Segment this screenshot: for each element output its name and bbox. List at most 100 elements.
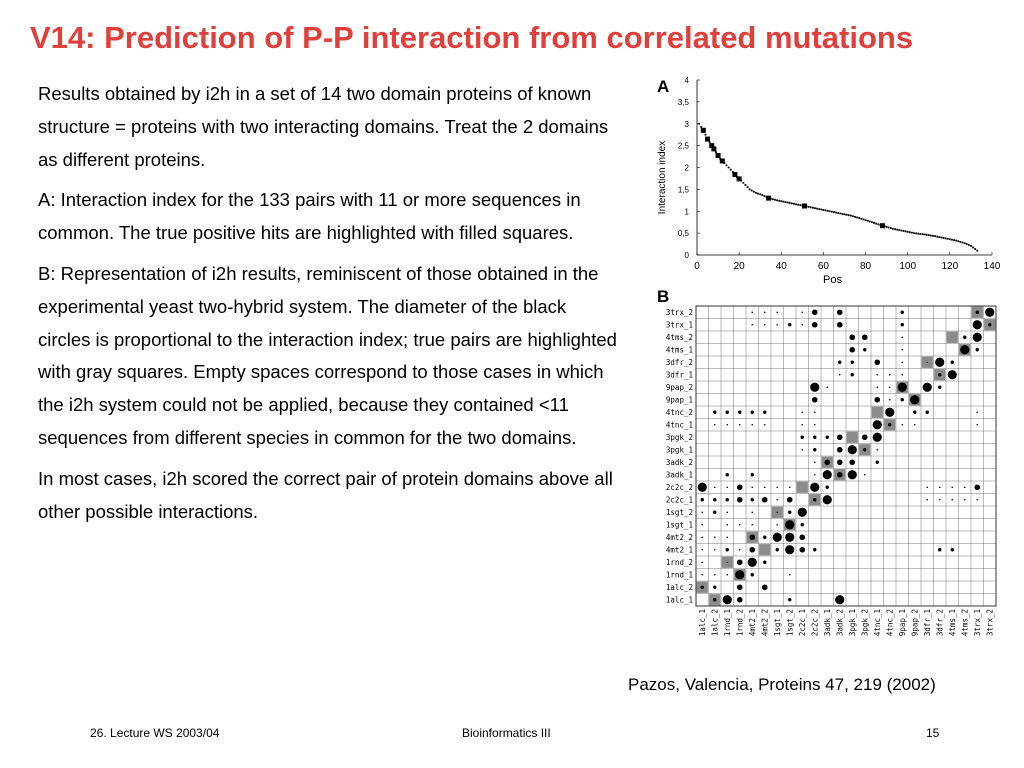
data-point: [744, 184, 747, 186]
data-point: [731, 170, 734, 173]
interaction-circle: [976, 411, 979, 414]
interaction-circle: [700, 585, 704, 589]
interaction-circle: [863, 448, 867, 452]
data-point: [902, 230, 905, 232]
paragraph-text: In most cases, i2h scored the correct pa…: [38, 467, 613, 522]
interaction-circle: [726, 561, 729, 564]
data-point: [862, 218, 865, 221]
true-positive-point: [719, 158, 725, 164]
data-point: [763, 195, 766, 197]
column-label: 4mt2_1: [748, 609, 757, 636]
data-point: [858, 217, 861, 219]
interaction-circle: [788, 323, 792, 327]
interaction-circle: [922, 382, 932, 392]
interaction-circle: [738, 410, 742, 414]
interaction-circle: [738, 548, 741, 551]
data-point: [708, 141, 711, 144]
data-point: [877, 223, 880, 226]
interaction-circle: [725, 473, 729, 477]
interaction-circle: [761, 584, 768, 591]
data-point: [885, 226, 888, 228]
interaction-circle: [888, 423, 892, 427]
interaction-circle: [726, 523, 729, 526]
data-point: [759, 193, 762, 196]
row-label: 4tms_1: [666, 345, 693, 354]
data-point: [750, 189, 753, 192]
interaction-circle: [725, 498, 729, 502]
data-point: [894, 228, 896, 231]
citation: Pazos, Valencia, Proteins 47, 219 (2002): [628, 675, 936, 694]
true-positive-point: [801, 203, 807, 209]
row-label: 3adk_2: [666, 458, 693, 467]
data-point: [900, 229, 903, 232]
interaction-circle: [811, 321, 818, 328]
interaction-circle: [763, 423, 766, 426]
interaction-circle: [749, 534, 756, 541]
interaction-circle: [888, 373, 891, 376]
interaction-circle: [751, 323, 754, 326]
data-point: [961, 241, 964, 244]
column-label: 4tnc_1: [873, 609, 882, 636]
data-point: [915, 232, 918, 235]
data-point: [892, 227, 894, 230]
data-point: [938, 236, 941, 238]
data-point: [799, 204, 802, 207]
interaction-circle: [972, 332, 982, 342]
y-tick-label: 1,5: [678, 185, 690, 194]
true-positive-point: [709, 143, 715, 149]
interaction-circle: [763, 410, 767, 414]
slide-body: Results obtained by i2h in a set of 14 t…: [38, 78, 618, 536]
interaction-circle: [788, 510, 792, 514]
interaction-circle: [813, 411, 816, 414]
data-point: [913, 232, 915, 235]
data-point: [959, 240, 962, 243]
interaction-circle: [836, 471, 843, 478]
true-positive-point: [736, 176, 742, 182]
interaction-circle: [700, 498, 704, 502]
interaction-circle: [788, 573, 791, 576]
data-point: [778, 199, 781, 202]
interaction-circle: [901, 373, 904, 376]
x-tick-label: 40: [776, 261, 788, 272]
interaction-circle: [813, 461, 816, 464]
x-tick-label: 20: [734, 261, 746, 272]
interaction-circle: [824, 459, 831, 466]
interaction-circle: [938, 498, 941, 501]
data-point: [974, 248, 977, 250]
paragraph-text: Results obtained by i2h in a set of 14 t…: [38, 83, 609, 170]
data-point: [824, 209, 827, 212]
data-point: [828, 210, 831, 213]
interaction-circle: [836, 459, 843, 466]
data-point: [976, 249, 979, 252]
interaction-circle: [888, 386, 891, 389]
true-pair-cell: [796, 481, 808, 493]
data-point: [784, 201, 787, 203]
interaction-circle: [726, 511, 729, 514]
interaction-circle: [785, 545, 795, 555]
interaction-circle: [885, 407, 895, 417]
row-label: 4mt2_2: [666, 533, 693, 542]
interaction-circle: [763, 535, 767, 539]
interaction-circle: [697, 482, 707, 492]
true-positive-point: [879, 223, 885, 229]
data-point: [769, 197, 772, 200]
x-tick-label: 140: [984, 261, 1001, 272]
data-point: [847, 214, 850, 217]
data-point: [970, 244, 972, 247]
interaction-circle: [926, 486, 929, 489]
data-point: [868, 220, 871, 223]
data-point: [818, 208, 821, 210]
interaction-circle: [751, 311, 754, 314]
row-label: 9pap_1: [666, 395, 693, 404]
true-pair-cell: [846, 431, 858, 443]
column-label: 9pap_2: [910, 609, 919, 636]
y-axis-label: Interaction index: [657, 141, 668, 214]
true-pair-cell: [759, 544, 771, 556]
data-point: [771, 198, 774, 201]
row-label: 1rnd_2: [666, 558, 693, 567]
interaction-circle: [736, 484, 743, 491]
interaction-circle: [811, 396, 818, 403]
data-point: [835, 211, 837, 214]
row-label: 4tms_2: [666, 333, 693, 342]
interaction-circle: [713, 423, 716, 426]
